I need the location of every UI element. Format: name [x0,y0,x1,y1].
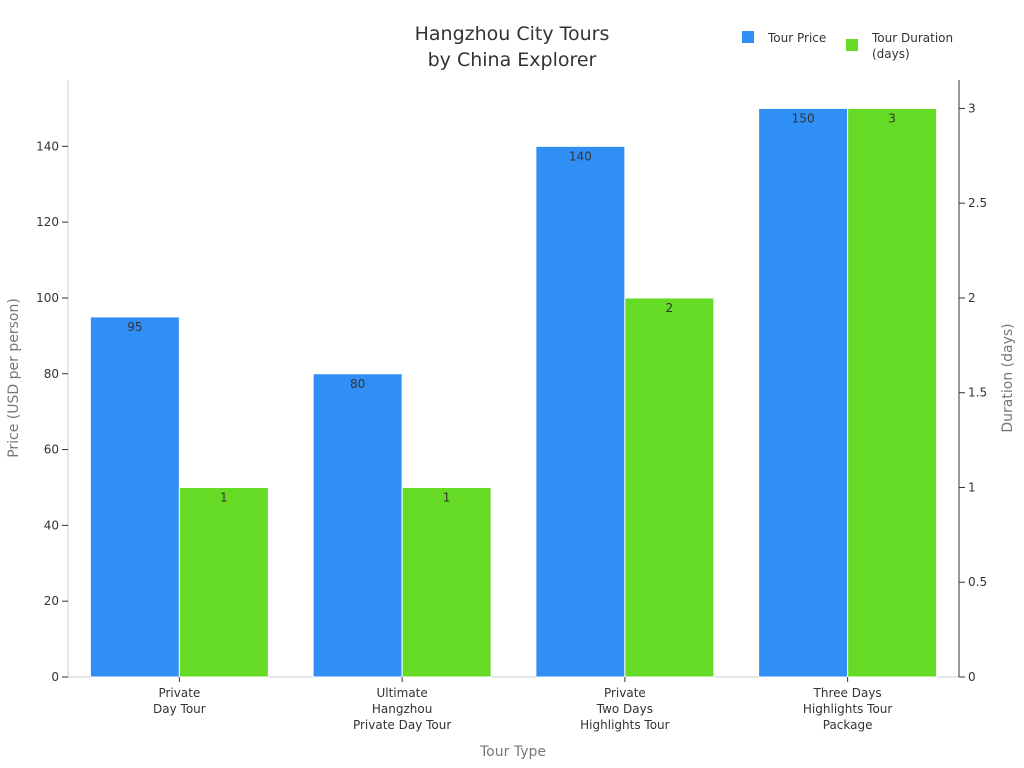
bar-tour-price [89,316,180,678]
bar-tour-price [758,107,849,678]
right-tick-label: 0.5 [968,575,987,589]
category-label-line: Three Days [813,686,882,700]
legend-label-tour-duration-line-2: (days) [872,47,910,61]
category-label-line: Day Tour [153,702,206,716]
right-y-axis-title: Duration (days) [1000,323,1016,432]
legend-label-tour-price: Tour Price [767,31,826,45]
category-label-line: Hangzhou [372,702,432,716]
x-axis-title: Tour Type [479,744,546,760]
category-label-line: Package [823,718,873,732]
bar-tour-price [312,373,403,678]
chart-title: Hangzhou City Tours by China Explorer [415,23,610,71]
right-tick-label: 3 [968,101,976,115]
left-y-axis-ticks: 0 20 40 60 80 100 120 140 [36,139,68,684]
left-tick-label: 0 [51,670,59,684]
bar-tour-price [535,145,626,678]
left-tick-label: 20 [44,594,59,608]
left-tick-label: 100 [36,291,59,305]
right-tick-label: 1 [968,480,976,494]
bar-tour-duration [624,297,715,678]
left-tick-label: 80 [44,367,59,381]
right-tick-label: 2 [968,291,976,305]
legend-swatch-tour-price [742,31,754,43]
left-y-axis-title: Price (USD per person) [6,298,22,458]
left-tick-label: 60 [44,443,59,457]
bar-tour-duration [401,486,492,678]
data-label-tour-duration: 1 [220,490,228,504]
category-label-line: Two Days [596,702,653,716]
category-label-line: Private [158,686,200,700]
category-label-line: Highlights Tour [803,702,892,716]
left-tick-label: 120 [36,215,59,229]
legend-swatch-tour-duration [846,39,858,51]
right-tick-label: 1.5 [968,386,987,400]
category-labels: Private Day Tour Ultimate Hangzhou Private D… [153,677,892,732]
category-label-line: Ultimate [376,686,427,700]
right-y-axis-ticks: 0 0.5 1 1.5 2 2.5 3 [959,101,987,684]
data-label-tour-duration: 1 [443,490,451,504]
category-label-line: Highlights Tour [580,718,669,732]
category-label-line: Private Day Tour [353,718,451,732]
data-label-tour-price: 80 [350,377,365,391]
legend-label-tour-duration-line-1: Tour Duration [871,31,953,45]
bar-tour-duration [178,486,269,678]
bar-tour-duration [847,107,938,678]
left-tick-label: 40 [44,518,59,532]
data-label-tour-price: 150 [792,111,815,125]
chart-title-line-2: by China Explorer [428,49,597,71]
bars [89,107,938,678]
right-tick-label: 2.5 [968,196,987,210]
right-tick-label: 0 [968,670,976,684]
data-label-tour-price: 95 [127,320,142,334]
category-label-line: Private [604,686,646,700]
chart-title-line-1: Hangzhou City Tours [415,23,610,45]
data-labels: 95 1 80 1 140 2 150 3 [127,111,896,504]
data-label-tour-price: 140 [569,149,592,163]
data-label-tour-duration: 3 [888,111,896,125]
data-label-tour-duration: 2 [666,301,674,315]
legend: Tour Price Tour Duration (days) [742,31,953,61]
left-tick-label: 140 [36,139,59,153]
